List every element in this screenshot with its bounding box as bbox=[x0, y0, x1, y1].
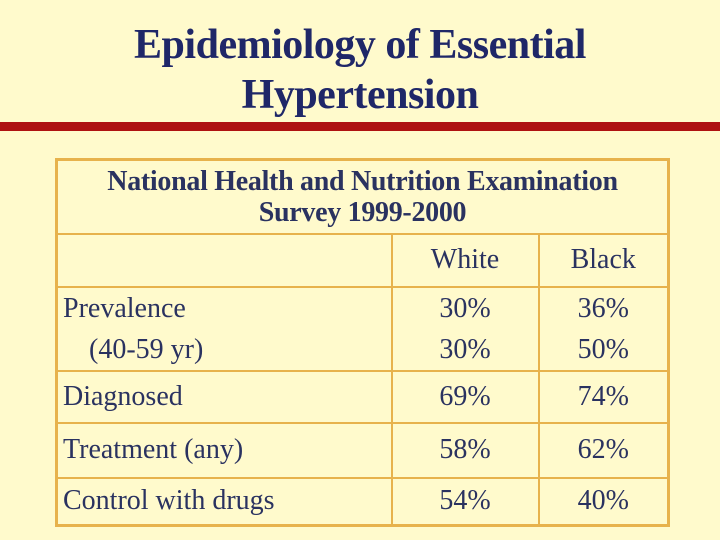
row-label-cell-control: Control with drugs bbox=[55, 476, 393, 527]
black-value-cell: 40% bbox=[537, 476, 670, 527]
table-row-prevalence: Prevalence (40-59 yr) 30% 30% 36% 50% bbox=[55, 285, 670, 372]
row-label-line: Prevalence bbox=[63, 292, 186, 324]
table-row-treatment: Treatment (any) 58% 62% bbox=[55, 421, 670, 479]
table-header-row: White Black bbox=[55, 232, 670, 288]
white-value-cell: 69% bbox=[390, 369, 540, 424]
black-value-cell: 74% bbox=[537, 369, 670, 424]
slide-title-line-2: Hypertension bbox=[241, 72, 479, 118]
black-value-cell: 62% bbox=[537, 421, 670, 479]
row-label-cell-treatment: Treatment (any) bbox=[55, 421, 393, 479]
slide-title-line-1: Epidemiology of Essential bbox=[134, 22, 586, 68]
title-underline-rule bbox=[0, 122, 720, 131]
slide-title-block: Epidemiology of Essential Hypertension bbox=[0, 0, 720, 120]
table-caption-row: National Health and Nutrition Examinatio… bbox=[55, 158, 670, 235]
table-caption-line-1: National Health and Nutrition Examinatio… bbox=[107, 165, 618, 197]
white-value: 30% bbox=[439, 292, 491, 324]
table-caption-line-2: Survey 1999-2000 bbox=[258, 196, 467, 228]
table-row-control: Control with drugs 54% 40% bbox=[55, 476, 670, 527]
black-value: 50% bbox=[577, 333, 629, 365]
row-label-cell-diagnosed: Diagnosed bbox=[55, 369, 393, 424]
column-header-empty-cell bbox=[55, 232, 393, 288]
column-header-black: Black bbox=[537, 232, 670, 288]
black-value-cell: 36% 50% bbox=[537, 285, 670, 372]
row-label-line: (40-59 yr) bbox=[89, 333, 204, 365]
column-header-white: White bbox=[390, 232, 540, 288]
survey-data-table: National Health and Nutrition Examinatio… bbox=[55, 158, 671, 527]
row-label-cell-prevalence: Prevalence (40-59 yr) bbox=[55, 285, 393, 372]
white-value-cell: 58% bbox=[390, 421, 540, 479]
white-value-cell: 54% bbox=[390, 476, 540, 527]
white-value: 30% bbox=[439, 333, 491, 365]
table-row-diagnosed: Diagnosed 69% 74% bbox=[55, 369, 670, 424]
table-caption-cell: National Health and Nutrition Examinatio… bbox=[55, 158, 670, 235]
white-value-cell: 30% 30% bbox=[390, 285, 540, 372]
black-value: 36% bbox=[577, 292, 629, 324]
